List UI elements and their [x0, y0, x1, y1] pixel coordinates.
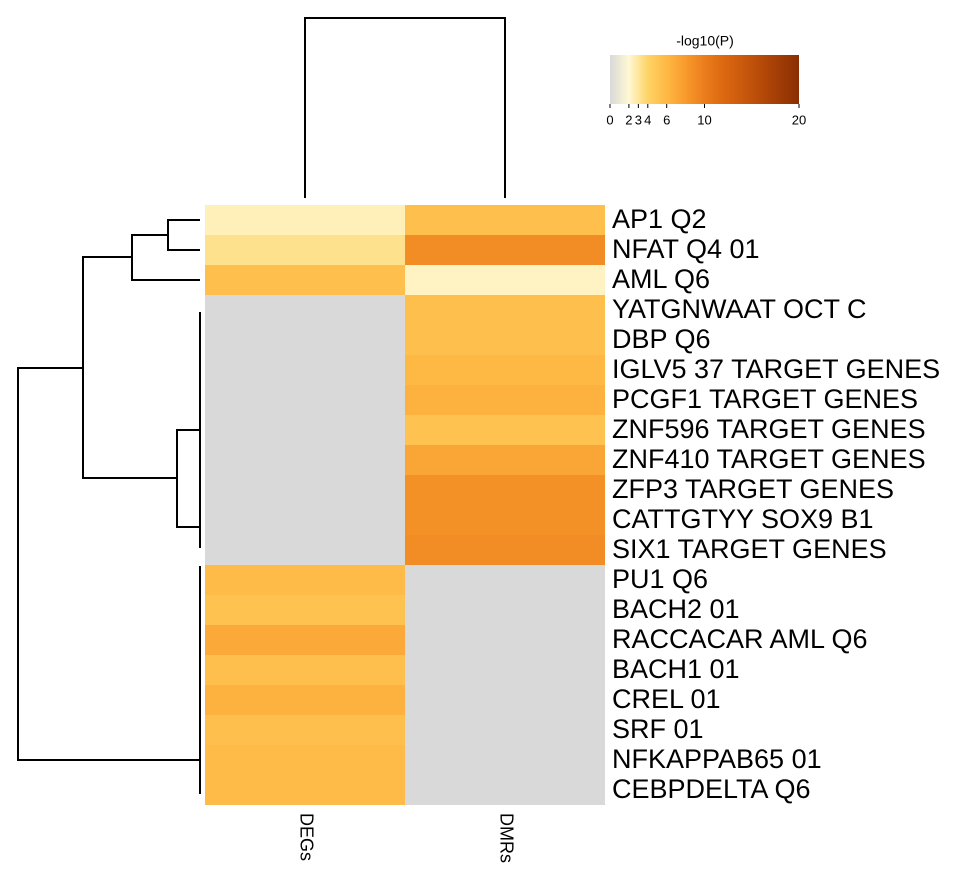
heatmap-cell: [405, 535, 605, 565]
heatmap-cell: [205, 745, 405, 775]
heatmap-cell: [205, 205, 405, 235]
row-label: ZNF410 TARGET GENES: [612, 444, 926, 474]
heatmap-cell: [205, 475, 405, 505]
row-label: BACH1 01: [612, 654, 740, 684]
colorbar: [610, 55, 799, 104]
dendrogram-branch: [131, 234, 200, 281]
colorbar-tick-label: 20: [792, 112, 806, 127]
heatmap-cell: [205, 355, 405, 385]
colorbar-tick-label: 0: [606, 112, 613, 127]
heatmap-cell: [205, 295, 405, 325]
heatmap-cell: [205, 655, 405, 685]
dendrogram-branch: [17, 367, 200, 761]
heatmap-cell: [405, 295, 605, 325]
heatmap-cell: [205, 595, 405, 625]
colorbar-tick-label: 3: [635, 112, 642, 127]
colorbar-tick-label: 2: [625, 112, 632, 127]
row-label: PU1 Q6: [612, 564, 708, 594]
heatmap-cell: [405, 655, 605, 685]
heatmap-cell: [205, 235, 405, 265]
heatmap-cell: [405, 205, 605, 235]
heatmap-cell: [405, 775, 605, 805]
heatmap-cell: [205, 385, 405, 415]
heatmap-cell: [405, 235, 605, 265]
heatmap-cell: [405, 415, 605, 445]
dendrogram-branch: [167, 219, 200, 251]
row-label: SRF 01: [612, 714, 704, 744]
heatmap-cell: [405, 265, 605, 295]
row-label: BACH2 01: [612, 594, 740, 624]
heatmap-cell: [405, 505, 605, 535]
dendrogram-branch: [82, 256, 177, 479]
dendrogram-branch: [176, 429, 200, 528]
colorbar-tick-label: 4: [644, 112, 651, 127]
heatmap-cell: [405, 475, 605, 505]
colorbar-title: -log10(P): [676, 33, 734, 49]
colorbar-tick-label: 6: [663, 112, 670, 127]
heatmap-cell: [205, 325, 405, 355]
row-label: NFKAPPAB65 01: [612, 744, 822, 774]
row-label: AP1 Q2: [612, 204, 707, 234]
heatmap-cell: [205, 625, 405, 655]
row-label: CREL 01: [612, 684, 721, 714]
row-label: IGLV5 37 TARGET GENES: [612, 354, 940, 384]
heatmap-cell: [405, 565, 605, 595]
heatmap-cell: [205, 265, 405, 295]
heatmap-cell: [405, 355, 605, 385]
heatmap-cell: [205, 505, 405, 535]
heatmap-cell: [205, 775, 405, 805]
row-label: ZNF596 TARGET GENES: [612, 414, 926, 444]
heatmap-cell: [205, 565, 405, 595]
row-dendrogram: [17, 219, 201, 794]
heatmap-cell: [405, 625, 605, 655]
row-label: PCGF1 TARGET GENES: [612, 384, 918, 414]
heatmap-cell: [405, 745, 605, 775]
column-dendrogram: [304, 17, 506, 198]
row-label: CATTGTYY SOX9 B1: [612, 504, 874, 534]
column-label: DMRs: [496, 813, 516, 863]
heatmap-cell: [205, 685, 405, 715]
heatmap-cell: [205, 445, 405, 475]
heatmap-cell: [405, 685, 605, 715]
row-label: SIX1 TARGET GENES: [612, 534, 887, 564]
row-label: ZFP3 TARGET GENES: [612, 474, 894, 504]
colorbar-tick-label: 10: [697, 112, 711, 127]
row-label: YATGNWAAT OCT C: [612, 294, 867, 324]
heatmap-cell: [205, 415, 405, 445]
heatmap-cell: [405, 325, 605, 355]
heatmap-cell: [205, 535, 405, 565]
column-label: DEGs: [296, 813, 316, 861]
row-label: NFAT Q4 01: [612, 234, 760, 264]
dendrogram-branch: [304, 17, 506, 198]
heatmap-cell: [405, 715, 605, 745]
row-label: AML Q6: [612, 264, 710, 294]
heatmap-cell: [405, 445, 605, 475]
row-label: CEBPDELTA Q6: [612, 774, 811, 804]
heatmap-cell: [205, 715, 405, 745]
heatmap-cell: [405, 385, 605, 415]
row-label: RACCACAR AML Q6: [612, 624, 868, 654]
heatmap-cell: [405, 595, 605, 625]
row-label: DBP Q6: [612, 324, 711, 354]
